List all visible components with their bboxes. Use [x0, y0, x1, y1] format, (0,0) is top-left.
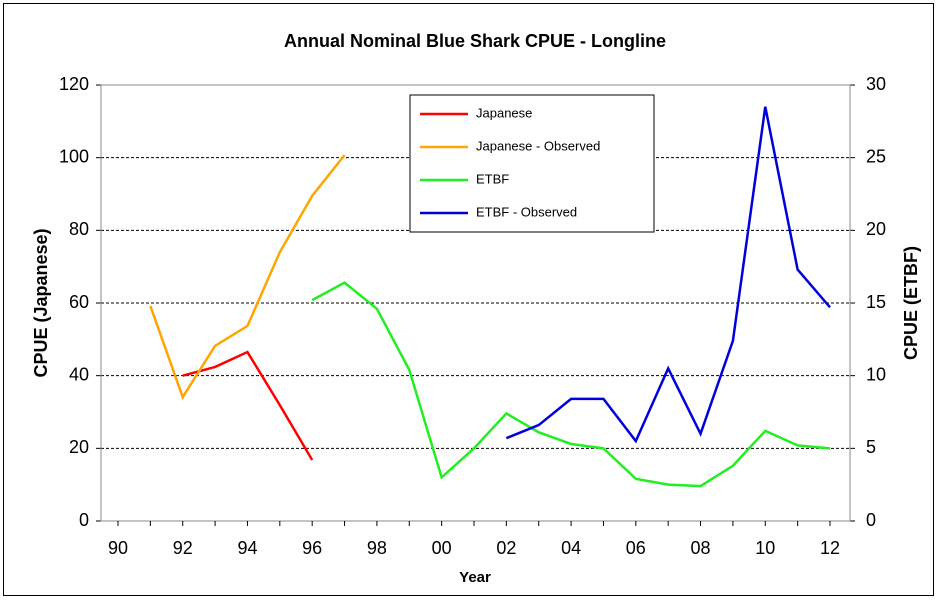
x-axis-label: Year	[459, 569, 491, 586]
line-series	[149, 154, 346, 400]
y-tick-label: 0	[79, 510, 89, 530]
x-tick-label: 90	[108, 538, 128, 558]
y-tick-label: 80	[69, 219, 89, 239]
x-tick-label: 12	[820, 538, 840, 558]
y-tick-label: 60	[69, 292, 89, 312]
y2-tick-label: 30	[866, 74, 886, 94]
y-tick-label: 100	[59, 146, 89, 166]
x-tick-label: 10	[755, 538, 775, 558]
y2-tick-label: 25	[866, 146, 886, 166]
y2-tick-label: 0	[866, 510, 876, 530]
line-series	[182, 350, 314, 461]
x-tick-label: 06	[626, 538, 646, 558]
y2-tick-label: 15	[866, 292, 886, 312]
line-series	[311, 281, 831, 488]
y2-axis-label: CPUE (ETBF)	[901, 246, 921, 360]
x-tick-label: 02	[496, 538, 516, 558]
y2-tick-label: 10	[866, 364, 886, 384]
y-tick-label: 40	[69, 364, 89, 384]
plot-area	[100, 84, 851, 522]
x-tick-label: 92	[173, 538, 193, 558]
y-axis-label: CPUE (Japanese)	[31, 228, 51, 377]
x-tick-label: 94	[237, 538, 257, 558]
y2-tick-label: 5	[866, 437, 876, 457]
legend-box	[409, 94, 655, 233]
x-tick-label: 08	[691, 538, 711, 558]
legend-label: Japanese	[476, 105, 532, 120]
y-tick-label: 20	[69, 437, 89, 457]
x-tick-label: 04	[561, 538, 581, 558]
y2-tick-label: 20	[866, 219, 886, 239]
legend-label: ETBF	[476, 171, 509, 186]
x-tick-label: 00	[432, 538, 452, 558]
legend-label: Japanese - Observed	[476, 138, 600, 153]
x-tick-label: 96	[302, 538, 322, 558]
legend-label: ETBF - Observed	[476, 204, 577, 219]
y-tick-label: 120	[59, 74, 89, 94]
line-series	[505, 106, 831, 444]
chart-border	[3, 3, 934, 596]
chart-title: Annual Nominal Blue Shark CPUE - Longlin…	[284, 31, 666, 51]
x-tick-label: 98	[367, 538, 387, 558]
